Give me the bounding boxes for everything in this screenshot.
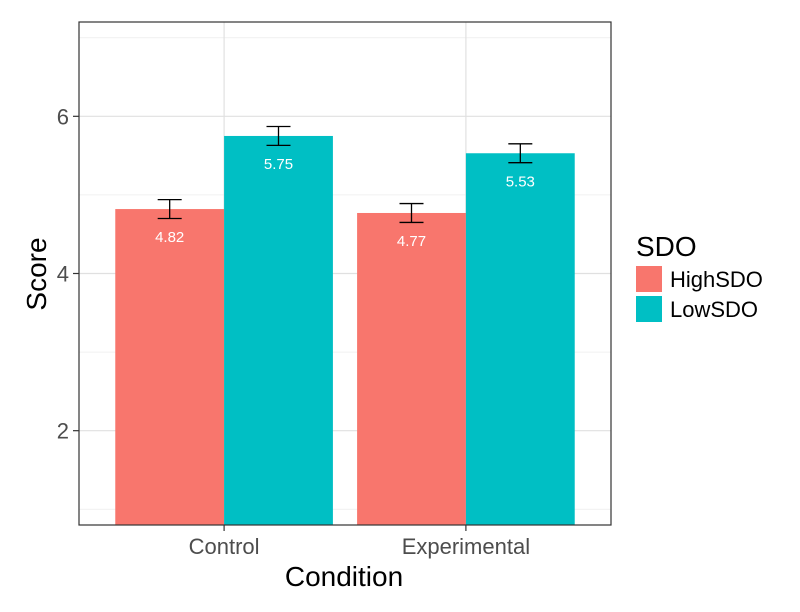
bar-value-label: 4.77: [397, 233, 426, 250]
legend: SDO HighSDO LowSDO: [636, 231, 763, 322]
error-bar-LowSDO-Control: [266, 125, 291, 147]
y-axis: 2 4 6: [57, 104, 79, 444]
x-axis: Control Experimental: [189, 525, 530, 559]
error-bars: [157, 125, 533, 224]
y-tick-label: 2: [57, 419, 69, 444]
bars: [115, 135, 575, 525]
legend-key-LowSDO: [636, 296, 662, 322]
y-axis-title: Score: [21, 237, 52, 310]
error-bar-LowSDO-Experimental: [508, 143, 533, 164]
x-axis-title: Condition: [285, 561, 403, 592]
bar-HighSDO-Control: [115, 209, 225, 525]
x-tick-label: Control: [189, 534, 260, 559]
y-tick-label: 4: [57, 262, 69, 287]
bar-value-labels: 4.82 5.75 4.77 5.53: [155, 156, 535, 250]
bar-LowSDO-Experimental: [465, 153, 575, 525]
bar-value-label: 5.53: [506, 173, 535, 190]
bar-LowSDO-Control: [224, 135, 333, 525]
legend-title: SDO: [636, 231, 697, 262]
error-bar-HighSDO-Experimental: [399, 202, 424, 224]
legend-key-HighSDO: [636, 266, 662, 292]
legend-label-LowSDO: LowSDO: [670, 297, 758, 322]
bar-HighSDO-Experimental: [357, 212, 466, 525]
error-bar-HighSDO-Control: [157, 198, 182, 220]
bar-value-label: 5.75: [264, 156, 293, 173]
x-tick-label: Experimental: [402, 534, 530, 559]
y-tick-label: 6: [57, 104, 69, 129]
legend-label-HighSDO: HighSDO: [670, 267, 763, 292]
bar-value-label: 4.82: [155, 229, 184, 246]
